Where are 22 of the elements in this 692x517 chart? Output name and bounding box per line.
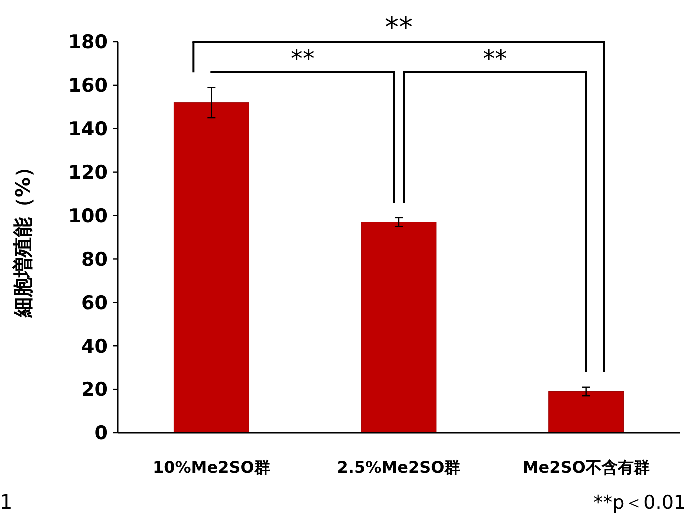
y-tick-label: 60	[82, 292, 108, 314]
y-tick-label: 20	[82, 379, 108, 402]
bar	[361, 222, 437, 434]
y-tick-label: 160	[68, 75, 108, 98]
annotation: **	[290, 45, 315, 73]
y-tick-label: 100	[68, 205, 108, 228]
bar	[174, 102, 250, 434]
bar	[548, 391, 624, 434]
text: **p＜0.01	[594, 492, 686, 514]
y-tick-label: 140	[68, 118, 108, 141]
y-tick-label: 80	[82, 248, 108, 271]
x-tick-label: 2.5%Me2SO群	[337, 458, 461, 477]
text: 1	[0, 490, 13, 514]
annotation: **	[385, 11, 413, 44]
x-tick-label: 10%Me2SO群	[153, 458, 270, 477]
y-tick-label: 120	[68, 162, 108, 184]
y-axis-title: 細胞増殖能（%）	[11, 157, 35, 319]
y-tick-label: 180	[68, 32, 108, 54]
annotation: **	[483, 45, 508, 73]
x-tick-label: Me2SO不含有群	[522, 458, 650, 477]
y-tick-label: 0	[94, 422, 108, 445]
y-tick-label: 40	[82, 336, 108, 358]
